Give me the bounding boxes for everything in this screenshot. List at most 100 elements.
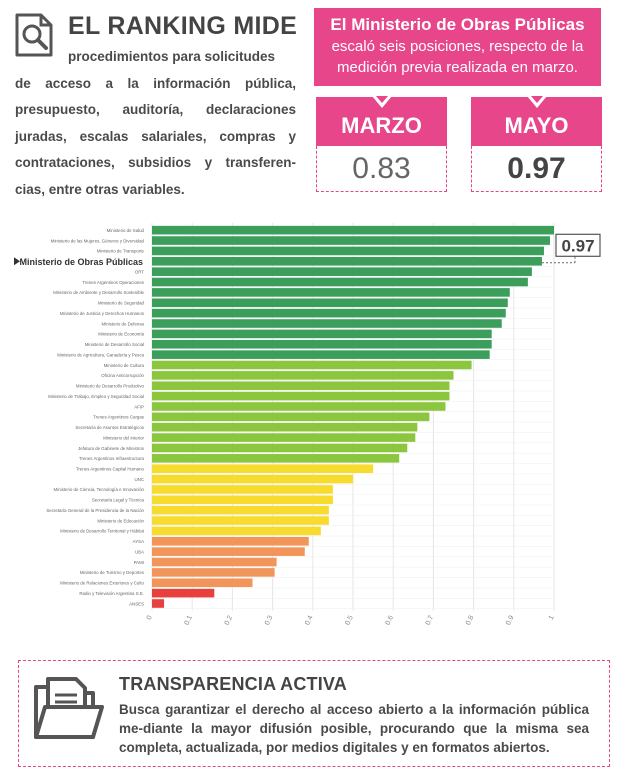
highlight-sub: escaló seis posiciones, respecto de la m… — [331, 38, 584, 76]
bar — [152, 339, 492, 349]
bar — [152, 256, 542, 266]
bar — [152, 360, 472, 370]
bar-label: Ministerio de Ambiente y Desarrollo Sost… — [53, 290, 144, 295]
transparency-box: TRANSPARENCIA ACTIVA Busca garantizar el… — [18, 660, 610, 767]
bar — [152, 464, 374, 473]
transparency-text: Busca garantizar el derecho al acceso ab… — [119, 702, 589, 755]
transparency-title: TRANSPARENCIA ACTIVA — [119, 674, 347, 694]
bar — [152, 557, 277, 567]
bar — [152, 412, 430, 422]
bar-label: Trenes Argentinos Operaciones — [82, 280, 144, 285]
bar — [152, 588, 215, 598]
march-label-text: MARZO — [341, 113, 422, 138]
bar-label: AYSA — [133, 539, 144, 544]
bar-label: Secretaría de Asuntos Estratégicos — [75, 425, 144, 430]
may-card: MAYO 0.97 — [471, 96, 602, 192]
bar-label: Ministerio de Agricultura, Ganadería y P… — [57, 352, 144, 357]
bar — [152, 298, 508, 308]
bar — [152, 485, 333, 494]
bar — [152, 536, 309, 546]
bar — [152, 381, 450, 391]
bar-label: Ministerio de Economía — [98, 332, 144, 337]
document-search-icon — [15, 13, 53, 57]
march-card: MARZO 0.83 — [316, 96, 447, 192]
intro-title: EL RANKING MIDE — [68, 12, 298, 40]
ranking-bar-chart: Ministerio de Salud Ministerio de las Muj… — [14, 223, 601, 626]
pointer-arrow-icon — [14, 257, 20, 266]
bar-label: Ministerio de Ciencia, Tecnología e Inno… — [54, 487, 145, 492]
bar — [152, 277, 528, 287]
bar — [152, 443, 408, 453]
intro-text-rest: de acceso a la información pública, pres… — [15, 75, 296, 197]
bar-label: UNC — [134, 477, 144, 482]
bar-label: Ministerio de las Mujeres, Géneros y Div… — [51, 238, 145, 243]
bar-label: Ministerio de Salud — [107, 228, 145, 233]
bar-label: Radio y Televisión Argentina S.E. — [79, 591, 144, 596]
bar-label: Trenes Argentinos Capital Humano — [76, 466, 145, 471]
highlight-headline: El Ministerio de Obras Públicas — [330, 15, 585, 34]
x-tick-label: 0.8 — [465, 614, 476, 626]
x-tick-label: 0.3 — [264, 614, 275, 626]
march-label: MARZO — [316, 96, 447, 146]
bar-label: ORT — [135, 269, 145, 274]
intro-text: procedimientos para solicitudes de acces… — [15, 44, 296, 203]
bar-label: Trenes Argentinos Cargas — [93, 415, 145, 420]
x-tick-label: 0.2 — [224, 614, 235, 626]
bar — [152, 578, 253, 588]
bar — [152, 474, 353, 484]
highlight-value-box — [555, 233, 601, 257]
bar — [152, 371, 454, 380]
bar-label: Ministerio de Seguridad — [98, 301, 145, 306]
bar — [152, 422, 418, 432]
highlight-value-label: 0.97 — [561, 236, 594, 255]
x-tick-label: 0.4 — [304, 614, 315, 626]
bar-label: Ministerio de Relaciones Exteriores y Cu… — [60, 581, 144, 586]
bar-label: Ministerio de Defensa — [102, 321, 145, 326]
bar — [152, 246, 544, 256]
bar — [152, 495, 333, 505]
bar — [152, 568, 275, 577]
bar — [152, 526, 321, 536]
bar — [152, 391, 450, 401]
x-tick-label: 0.7 — [425, 614, 436, 626]
bar — [152, 308, 506, 318]
bar-label: Ministerio del Interior — [103, 435, 144, 440]
bar-label: Jefatura de Gabinete de Ministros — [78, 446, 145, 451]
bar-label: Ministerio de Trabajo, Empleo y Segurida… — [48, 394, 144, 399]
bar-label: Oficina Anticorrupción — [101, 373, 144, 378]
bar — [152, 505, 329, 515]
may-label: MAYO — [471, 96, 602, 146]
bar — [152, 433, 416, 442]
bar — [152, 599, 165, 608]
bar-label: Ministerio de Cultura — [104, 363, 145, 368]
bar — [152, 236, 550, 245]
x-tick-label: 0.1 — [184, 614, 195, 626]
x-tick-label: 1 — [548, 614, 556, 621]
bar-label: Ministerio de Transporte — [97, 249, 145, 254]
highlighted-bar-label: Ministerio de Obras Públicas — [19, 257, 143, 267]
bar-label: Ministerio de Justicia y Derechos Humano… — [60, 311, 145, 316]
bar — [152, 402, 446, 411]
bar-label: Ministerio de Educación — [97, 518, 144, 523]
bar-label: Ministerio de Desarrollo Territorial y H… — [60, 529, 145, 534]
x-tick-label: 0.6 — [385, 614, 396, 626]
bar-label: AFIP — [134, 404, 144, 409]
bar — [152, 288, 510, 297]
bar-label: Trenes Argentinos Infraestructura — [79, 456, 145, 461]
bar-label: UBA — [135, 549, 144, 554]
folder-document-icon — [34, 677, 104, 739]
highlight-box: El Ministerio de Obras Públicas escaló s… — [314, 8, 601, 86]
may-value: 0.97 — [471, 146, 602, 192]
bar-label: ANSES — [129, 601, 144, 606]
bar-label: Secretaría General de la Presidencia de … — [46, 508, 144, 513]
bar-label: Ministerio de Desarrollo Social — [85, 342, 144, 347]
bar-label: Ministerio de Desarrollo Productivo — [76, 384, 145, 389]
x-tick-label: 0.5 — [344, 614, 355, 626]
bar-label: PAMI — [134, 560, 144, 565]
bar-label: Ministerio de Turismo y Deportes — [80, 570, 145, 575]
x-tick-label: 0 — [146, 614, 154, 621]
bar-label: Secretaría Legal y Técnica — [92, 498, 145, 503]
bar — [152, 454, 400, 463]
may-label-text: MAYO — [504, 113, 569, 138]
bar — [152, 350, 490, 359]
